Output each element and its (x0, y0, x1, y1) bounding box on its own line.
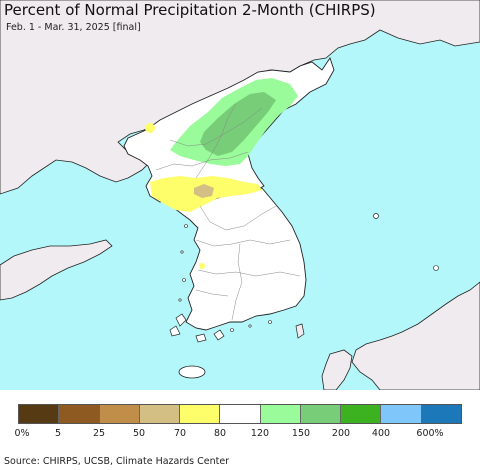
ulleung-island (373, 213, 379, 219)
legend-label: 400 (371, 428, 391, 439)
legend-swatch-4 (180, 405, 221, 423)
legend-swatch-5 (220, 405, 261, 423)
legend-label: 120 (250, 428, 270, 439)
tsushima-island (295, 323, 305, 339)
precipitation-map (0, 0, 480, 390)
legend-swatch-9 (381, 405, 422, 423)
legend-labels: 0% 5 25 50 70 80 120 150 200 400 600% (0, 428, 480, 442)
legend-swatch-6 (260, 405, 301, 423)
legend-swatch-2 (99, 405, 140, 423)
map-subtitle: Feb. 1 - Mar. 31, 2025 [final] (6, 22, 141, 33)
legend-label: 50 (132, 428, 146, 439)
southwest-islands (169, 313, 225, 343)
shandong-peninsula (0, 239, 113, 301)
legend-label: 80 (213, 428, 227, 439)
admin-borders (155, 103, 301, 321)
legend-label: 0% (14, 428, 30, 439)
well-below-normal-patch (194, 184, 214, 198)
legend-swatch-10 (421, 405, 461, 423)
coastline-islands (178, 224, 439, 332)
legend-label: 5 (54, 428, 62, 439)
yellow-patch-coast (199, 263, 205, 269)
jeju-island (178, 365, 206, 379)
legend-label: 200 (331, 428, 351, 439)
japan (351, 281, 480, 390)
legend-label: 600% (416, 428, 444, 439)
legend-label: 25 (92, 428, 106, 439)
map-title: Percent of Normal Precipitation 2-Month … (4, 1, 376, 19)
legend-swatch-3 (139, 405, 181, 423)
legend-label: 70 (173, 428, 187, 439)
legend-colorbar (18, 404, 462, 424)
legend-swatch-0 (19, 405, 60, 423)
legend-label: 150 (291, 428, 311, 439)
legend-swatch-7 (300, 405, 342, 423)
yellow-patch-west (145, 123, 155, 133)
legend-swatch-1 (59, 405, 100, 423)
kyushu (321, 349, 353, 390)
map-frame: Percent of Normal Precipitation 2-Month … (0, 0, 480, 390)
source-credit: Source: CHIRPS, UCSB, Climate Hazards Ce… (4, 456, 230, 467)
legend-swatch-8 (341, 405, 382, 423)
